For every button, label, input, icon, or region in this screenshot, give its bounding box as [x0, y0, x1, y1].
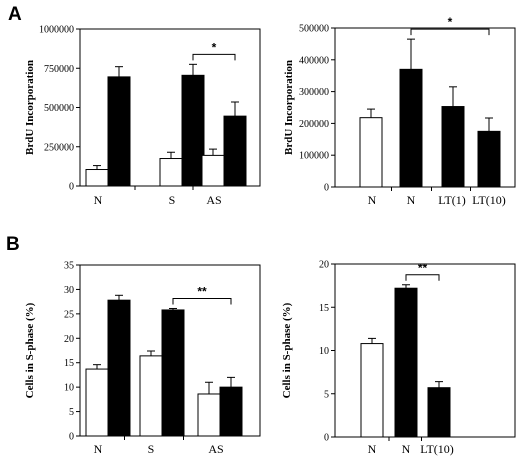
chart-1: 0 250000 500000 750000 1000000 N S AS BrdU Incor…	[24, 25, 261, 207]
y-tick-label: 5	[69, 407, 74, 418]
x-category-label: S	[169, 193, 176, 207]
x-category-label: N	[402, 442, 411, 456]
bar-control	[359, 117, 383, 188]
y-tick-label: 750000	[44, 64, 74, 75]
y-tick-label: 300000	[299, 87, 329, 98]
bar-treated	[219, 386, 243, 437]
x-category-label: N	[94, 442, 103, 456]
panel-label-a: A	[8, 4, 22, 25]
y-tick-label: 500000	[44, 103, 74, 114]
bar-treated	[181, 74, 205, 187]
x-category-label: N	[407, 193, 416, 207]
bar-treated	[107, 299, 131, 437]
x-category-label: LT(1)	[438, 193, 466, 207]
significance-bracket	[410, 28, 490, 36]
panel-label-b: B	[6, 234, 20, 255]
x-category-label: S	[148, 442, 155, 456]
bar-treated	[427, 387, 451, 438]
y-tick-label: 0	[69, 432, 74, 443]
plot-frame	[334, 27, 516, 188]
y-axis-label: Cells in S-phase (%)	[24, 302, 36, 398]
significance-bracket	[192, 53, 236, 61]
bar-control	[201, 154, 225, 187]
bar-control	[360, 343, 384, 438]
significance-label: *	[448, 15, 453, 29]
significance-bracket	[172, 297, 232, 305]
x-category-label: LT(10)	[420, 442, 454, 456]
x-category-label: N	[368, 442, 377, 456]
bar-control	[85, 368, 109, 437]
y-tick-label: 30	[64, 285, 74, 296]
y-tick-label: 0	[324, 433, 329, 444]
y-tick-label: 15	[64, 358, 74, 369]
x-category-label: AS	[206, 193, 221, 207]
bar-treated	[223, 115, 247, 187]
bar-treated	[394, 287, 418, 438]
y-axis-label: BrdU Incorporation	[24, 60, 36, 155]
y-tick-label: 5	[324, 389, 329, 400]
y-tick-label: 25	[64, 309, 74, 320]
y-tick-label: 1000000	[39, 25, 74, 36]
significance-label: **	[418, 261, 428, 275]
bar-treated	[161, 309, 185, 437]
significance-label: *	[212, 40, 217, 54]
bar-control	[197, 393, 221, 437]
bar-treated	[441, 106, 465, 188]
significance-bracket	[405, 274, 440, 281]
x-category-label: N	[94, 193, 103, 207]
y-tick-label: 10	[319, 346, 329, 357]
bar-treated	[107, 76, 131, 187]
bar-control	[85, 169, 109, 187]
chart-2: 0 100000 200000 300000 400000 500000 N N LT(1) LT…	[283, 15, 516, 207]
y-tick-label: 200000	[299, 119, 329, 130]
x-category-label: LT(10)	[472, 193, 506, 207]
y-axis-label: Cells in S-phase (%)	[281, 302, 293, 398]
y-tick-label: 0	[324, 183, 329, 194]
y-tick-label: 35	[64, 261, 74, 272]
y-tick-label: 500000	[299, 24, 329, 35]
bar-control	[159, 158, 183, 187]
x-category-label: N	[368, 193, 377, 207]
y-tick-label: 20	[64, 334, 74, 345]
y-tick-label: 10	[64, 383, 74, 394]
y-tick-label: 0	[69, 182, 74, 193]
y-tick-label: 100000	[299, 151, 329, 162]
y-tick-label: 15	[319, 303, 329, 314]
x-category-label: AS	[208, 442, 223, 456]
y-tick-label: 250000	[44, 142, 74, 153]
significance-label: **	[197, 284, 207, 298]
y-axis-label: BrdU Incorporation	[283, 60, 295, 155]
bar-control	[139, 355, 163, 437]
chart-3: 0 5 10 15 20 25 30 35 N S AS Cells in S-phase (%) **	[24, 261, 261, 456]
bar-treated	[477, 130, 501, 188]
y-tick-label: 400000	[299, 55, 329, 66]
bar-treated	[399, 68, 423, 188]
y-tick-label: 20	[319, 260, 329, 271]
chart-4: 0 5 10 15 20 N N LT(10) Cells in S-phase (%) **	[281, 260, 516, 456]
